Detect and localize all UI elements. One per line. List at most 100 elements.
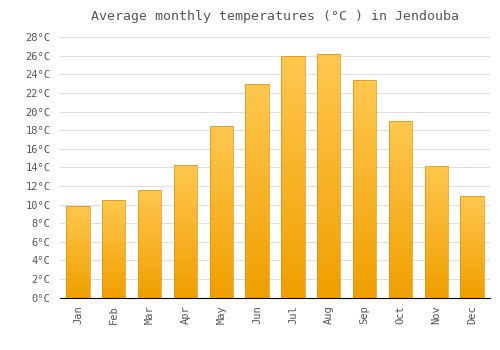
Bar [460, 245, 483, 247]
Bar [210, 201, 233, 205]
Bar [424, 245, 448, 247]
Bar [353, 132, 376, 137]
Bar [460, 265, 483, 267]
Bar [389, 259, 412, 262]
Bar [389, 125, 412, 128]
Bar [460, 241, 483, 243]
Bar [210, 263, 233, 267]
Bar [66, 221, 90, 223]
Bar [353, 141, 376, 145]
Bar [138, 244, 161, 246]
Bar [282, 191, 304, 196]
Bar [282, 182, 304, 186]
Bar [102, 204, 126, 206]
Bar [210, 163, 233, 167]
Bar [246, 289, 268, 293]
Bar [282, 75, 304, 80]
Bar [66, 212, 90, 214]
Bar [317, 142, 340, 147]
Bar [460, 293, 483, 295]
Bar [460, 206, 483, 208]
Bar [317, 259, 340, 264]
Bar [174, 173, 197, 175]
Bar [317, 171, 340, 176]
Bar [282, 94, 304, 99]
Bar [353, 106, 376, 111]
Bar [210, 273, 233, 277]
Bar [460, 196, 483, 298]
Bar [174, 260, 197, 263]
Bar [317, 254, 340, 259]
Bar [138, 293, 161, 295]
Bar [282, 65, 304, 70]
Bar [210, 290, 233, 294]
Bar [424, 276, 448, 279]
Bar [353, 119, 376, 124]
Bar [282, 186, 304, 191]
Bar [282, 225, 304, 230]
Bar [246, 195, 268, 199]
Bar [460, 235, 483, 237]
Bar [66, 278, 90, 279]
Bar [246, 276, 268, 280]
Bar [138, 235, 161, 237]
Bar [353, 93, 376, 97]
Bar [138, 209, 161, 211]
Bar [102, 202, 126, 204]
Bar [138, 270, 161, 272]
Bar [424, 205, 448, 208]
Bar [282, 56, 304, 61]
Bar [424, 210, 448, 213]
Bar [66, 265, 90, 267]
Bar [210, 294, 233, 298]
Bar [102, 280, 126, 282]
Bar [424, 234, 448, 237]
Bar [353, 124, 376, 128]
Bar [460, 226, 483, 229]
Bar [317, 127, 340, 132]
Bar [102, 268, 126, 270]
Bar [353, 176, 376, 180]
Bar [317, 268, 340, 273]
Bar [282, 210, 304, 215]
Bar [389, 230, 412, 234]
Bar [66, 261, 90, 263]
Bar [389, 284, 412, 287]
Bar [102, 274, 126, 276]
Bar [353, 232, 376, 237]
Bar [389, 266, 412, 269]
Bar [389, 287, 412, 290]
Bar [246, 97, 268, 101]
Bar [138, 252, 161, 254]
Bar [389, 188, 412, 191]
Bar [174, 226, 197, 229]
Bar [66, 279, 90, 281]
Bar [389, 237, 412, 241]
Bar [317, 229, 340, 234]
Bar [138, 237, 161, 239]
Bar [210, 181, 233, 184]
Bar [460, 271, 483, 273]
Bar [282, 80, 304, 85]
Bar [66, 243, 90, 245]
Bar [317, 264, 340, 268]
Bar [460, 233, 483, 235]
Bar [102, 292, 126, 294]
Bar [460, 289, 483, 292]
Bar [138, 291, 161, 293]
Bar [317, 210, 340, 215]
Bar [102, 237, 126, 239]
Bar [246, 139, 268, 144]
Bar [353, 128, 376, 132]
Bar [389, 213, 412, 216]
Bar [174, 199, 197, 202]
Bar [66, 274, 90, 276]
Bar [389, 177, 412, 181]
Bar [424, 213, 448, 216]
Bar [317, 215, 340, 219]
Bar [210, 208, 233, 211]
Bar [66, 217, 90, 219]
Bar [174, 170, 197, 173]
Bar [424, 221, 448, 224]
Bar [138, 229, 161, 231]
